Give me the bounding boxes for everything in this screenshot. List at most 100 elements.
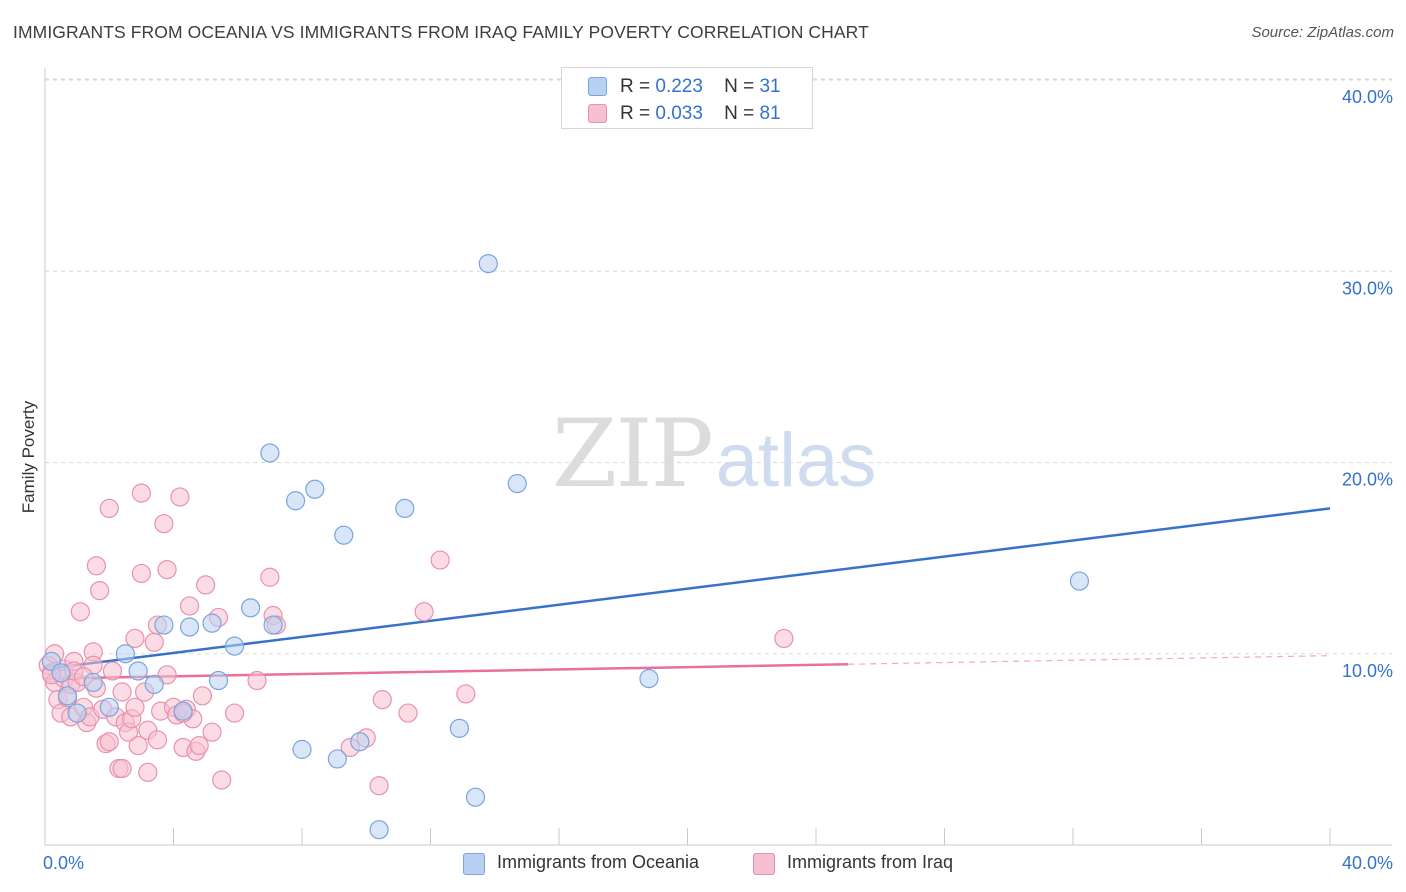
point-oceania-21 <box>327 749 347 769</box>
point-oceania-10 <box>173 701 193 721</box>
trend-line-oceania <box>44 507 1331 671</box>
series-iraq-points <box>38 483 794 796</box>
legend-r-value-iraq: 0.033 <box>655 103 703 124</box>
point-iraq-40 <box>138 762 158 782</box>
tick-labels: 10.0% 20.0% 30.0% 40.0% 0.0% 40.0% <box>43 87 1393 873</box>
point-iraq-59 <box>202 722 222 742</box>
point-iraq-24 <box>99 732 119 752</box>
point-oceania-16 <box>260 443 280 463</box>
point-oceania-9 <box>154 615 174 635</box>
point-oceania-15 <box>241 598 261 618</box>
point-iraq-57 <box>192 686 213 706</box>
legend-n-label: N = <box>724 103 755 124</box>
legend-n-value-iraq: 81 <box>759 103 781 124</box>
bottom-legend-swatch-iraq <box>753 853 775 875</box>
point-iraq-29 <box>112 682 132 702</box>
watermark-atlas: atlas <box>715 418 877 503</box>
legend-r-label: R = <box>620 76 651 97</box>
legend-box: R = 0.223 N = 31 R = 0.033 N = 81 <box>561 67 813 129</box>
point-oceania-28 <box>478 254 498 274</box>
point-oceania-30 <box>639 669 659 689</box>
point-oceania-26 <box>449 718 470 738</box>
point-iraq-63 <box>247 670 267 691</box>
trend-lines <box>44 507 1331 680</box>
point-oceania-8 <box>144 674 164 694</box>
point-oceania-17 <box>263 615 283 635</box>
trend-line-iraq-extension <box>848 655 1331 665</box>
watermark: ZIPatlas <box>552 400 876 509</box>
point-oceania-12 <box>202 613 222 633</box>
point-iraq-53 <box>179 596 200 616</box>
point-iraq-21 <box>90 581 110 601</box>
point-iraq-70 <box>372 690 392 710</box>
point-iraq-35 <box>128 735 148 756</box>
point-oceania-14 <box>224 636 245 656</box>
point-oceania-11 <box>179 617 200 637</box>
point-iraq-62 <box>224 703 245 723</box>
legend-r-value-oceania: 0.223 <box>655 76 703 97</box>
point-iraq-13 <box>70 602 90 622</box>
point-oceania-19 <box>292 739 312 759</box>
point-iraq-73 <box>430 550 450 570</box>
axes <box>44 68 1392 846</box>
y-tick-label-20: 20.0% <box>1342 470 1393 490</box>
point-iraq-61 <box>212 770 232 790</box>
point-oceania-4 <box>83 672 103 693</box>
point-oceania-3 <box>67 703 87 723</box>
point-oceania-7 <box>128 661 148 681</box>
legend-swatch-oceania <box>588 77 607 96</box>
source-label: Source: ZipAtlas.com <box>1251 24 1394 41</box>
point-oceania-25 <box>395 498 415 518</box>
point-iraq-41 <box>144 632 164 652</box>
bottom-legend-label-iraq: Immigrants from Iraq <box>787 852 954 872</box>
y-tick-label-30: 30.0% <box>1342 278 1393 298</box>
point-oceania-24 <box>369 820 389 840</box>
point-iraq-25 <box>99 498 119 518</box>
trend-line-iraq <box>44 663 849 680</box>
point-oceania-18 <box>285 491 306 511</box>
point-oceania-22 <box>334 525 354 545</box>
point-iraq-36 <box>131 563 151 584</box>
point-iraq-72 <box>414 602 434 622</box>
point-iraq-56 <box>189 735 209 756</box>
point-oceania-2 <box>57 686 78 706</box>
legend-n-label: N = <box>724 76 755 97</box>
point-oceania-31 <box>1069 571 1090 591</box>
point-iraq-58 <box>196 575 216 595</box>
legend-r-label: R = <box>620 103 651 124</box>
point-oceania-23 <box>350 732 370 752</box>
point-oceania-5 <box>99 697 119 717</box>
x-tick-label-max: 40.0% <box>1342 853 1393 873</box>
y-axis-label: Family Poverty <box>19 400 38 514</box>
legend-n-value-oceania: 31 <box>759 76 781 97</box>
bottom-legend-label-oceania: Immigrants from Oceania <box>497 852 700 872</box>
chart-title: IMMIGRANTS FROM OCEANIA VS IMMIGRANTS FR… <box>13 22 869 42</box>
point-oceania-20 <box>305 479 325 499</box>
point-oceania-1 <box>51 663 71 683</box>
point-iraq-71 <box>398 703 418 723</box>
point-iraq-37 <box>131 483 151 503</box>
point-iraq-75 <box>774 628 794 649</box>
bottom-legend-swatch-oceania <box>463 853 485 875</box>
legend-swatch-iraq <box>588 104 607 123</box>
point-oceania-29 <box>507 473 527 494</box>
y-tick-label-40: 40.0% <box>1342 87 1393 107</box>
point-oceania-13 <box>208 670 229 691</box>
point-iraq-45 <box>154 514 174 534</box>
y-tick-label-10: 10.0% <box>1342 661 1393 681</box>
point-iraq-34 <box>125 628 145 649</box>
point-iraq-46 <box>157 665 177 685</box>
point-iraq-69 <box>369 776 389 796</box>
watermark-zip: ZIP <box>552 400 714 509</box>
point-iraq-80 <box>112 758 132 779</box>
point-iraq-33 <box>125 697 145 717</box>
point-iraq-50 <box>170 487 190 507</box>
grid-lines <box>45 78 1392 655</box>
point-iraq-64 <box>260 567 280 587</box>
x-tick-label-min: 0.0% <box>43 853 84 873</box>
point-oceania-27 <box>465 787 486 807</box>
point-iraq-26 <box>102 661 123 681</box>
point-iraq-47 <box>157 559 177 580</box>
series-oceania-points <box>41 254 1090 840</box>
point-iraq-74 <box>456 684 476 704</box>
